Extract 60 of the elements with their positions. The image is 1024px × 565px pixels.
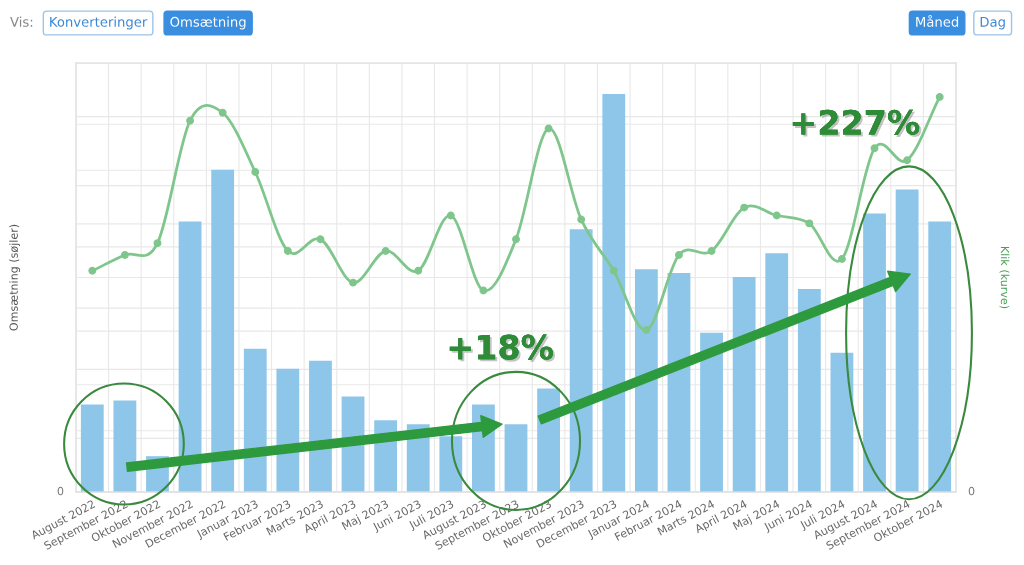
bar <box>504 424 528 492</box>
point <box>805 219 814 228</box>
point <box>316 235 325 244</box>
text: Måned <box>916 15 959 27</box>
bar <box>830 352 854 492</box>
bar <box>667 273 691 492</box>
bar <box>309 360 332 492</box>
bar <box>602 94 626 492</box>
point <box>153 239 162 248</box>
point <box>740 203 749 212</box>
bar <box>569 229 593 492</box>
bar <box>863 213 886 492</box>
text: Omsætning <box>170 16 246 30</box>
point <box>88 266 97 275</box>
text: Dag <box>980 17 1005 30</box>
bar <box>700 332 723 492</box>
bar <box>80 404 104 492</box>
point <box>772 211 781 220</box>
point <box>544 124 553 133</box>
point <box>446 211 455 220</box>
y2-axis-title: Klik (kurve) <box>999 246 1010 309</box>
y-axis-title: Omsætning (søjler) <box>9 224 20 331</box>
bar <box>276 368 300 492</box>
bar <box>211 169 235 492</box>
text: Vis: <box>10 16 33 27</box>
point <box>479 286 488 295</box>
bar <box>732 277 756 492</box>
point <box>349 278 357 287</box>
point <box>283 247 292 255</box>
point <box>120 251 129 259</box>
point <box>186 116 195 125</box>
text: 0 <box>57 486 64 496</box>
point <box>512 235 520 244</box>
bar <box>537 388 560 492</box>
bar <box>895 189 919 492</box>
point <box>903 156 912 165</box>
point <box>935 93 944 101</box>
point <box>577 215 586 224</box>
bar <box>797 289 821 492</box>
point <box>642 326 651 334</box>
annotation: +18% <box>449 334 556 362</box>
bar <box>113 400 137 492</box>
bar <box>439 436 463 492</box>
point <box>609 266 618 275</box>
point <box>251 168 260 176</box>
point <box>837 254 846 263</box>
text: Konverteringer <box>50 16 148 30</box>
point <box>707 247 716 255</box>
point <box>414 266 423 275</box>
point <box>381 247 390 255</box>
point <box>675 251 683 259</box>
annotation: +227% <box>792 109 922 137</box>
bar <box>765 253 789 492</box>
point <box>218 108 227 117</box>
point <box>870 144 879 153</box>
bar <box>178 221 202 492</box>
bar <box>928 221 952 492</box>
text: 0 <box>968 486 975 496</box>
bar <box>634 269 658 492</box>
bar <box>243 348 267 492</box>
